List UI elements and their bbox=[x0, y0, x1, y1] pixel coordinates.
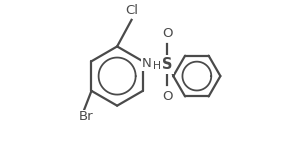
Text: Cl: Cl bbox=[125, 4, 138, 17]
Text: O: O bbox=[162, 90, 173, 103]
Text: N: N bbox=[142, 57, 151, 70]
Text: Br: Br bbox=[78, 110, 93, 123]
Text: O: O bbox=[162, 27, 173, 40]
Text: H: H bbox=[153, 61, 161, 71]
Text: S: S bbox=[162, 57, 173, 72]
